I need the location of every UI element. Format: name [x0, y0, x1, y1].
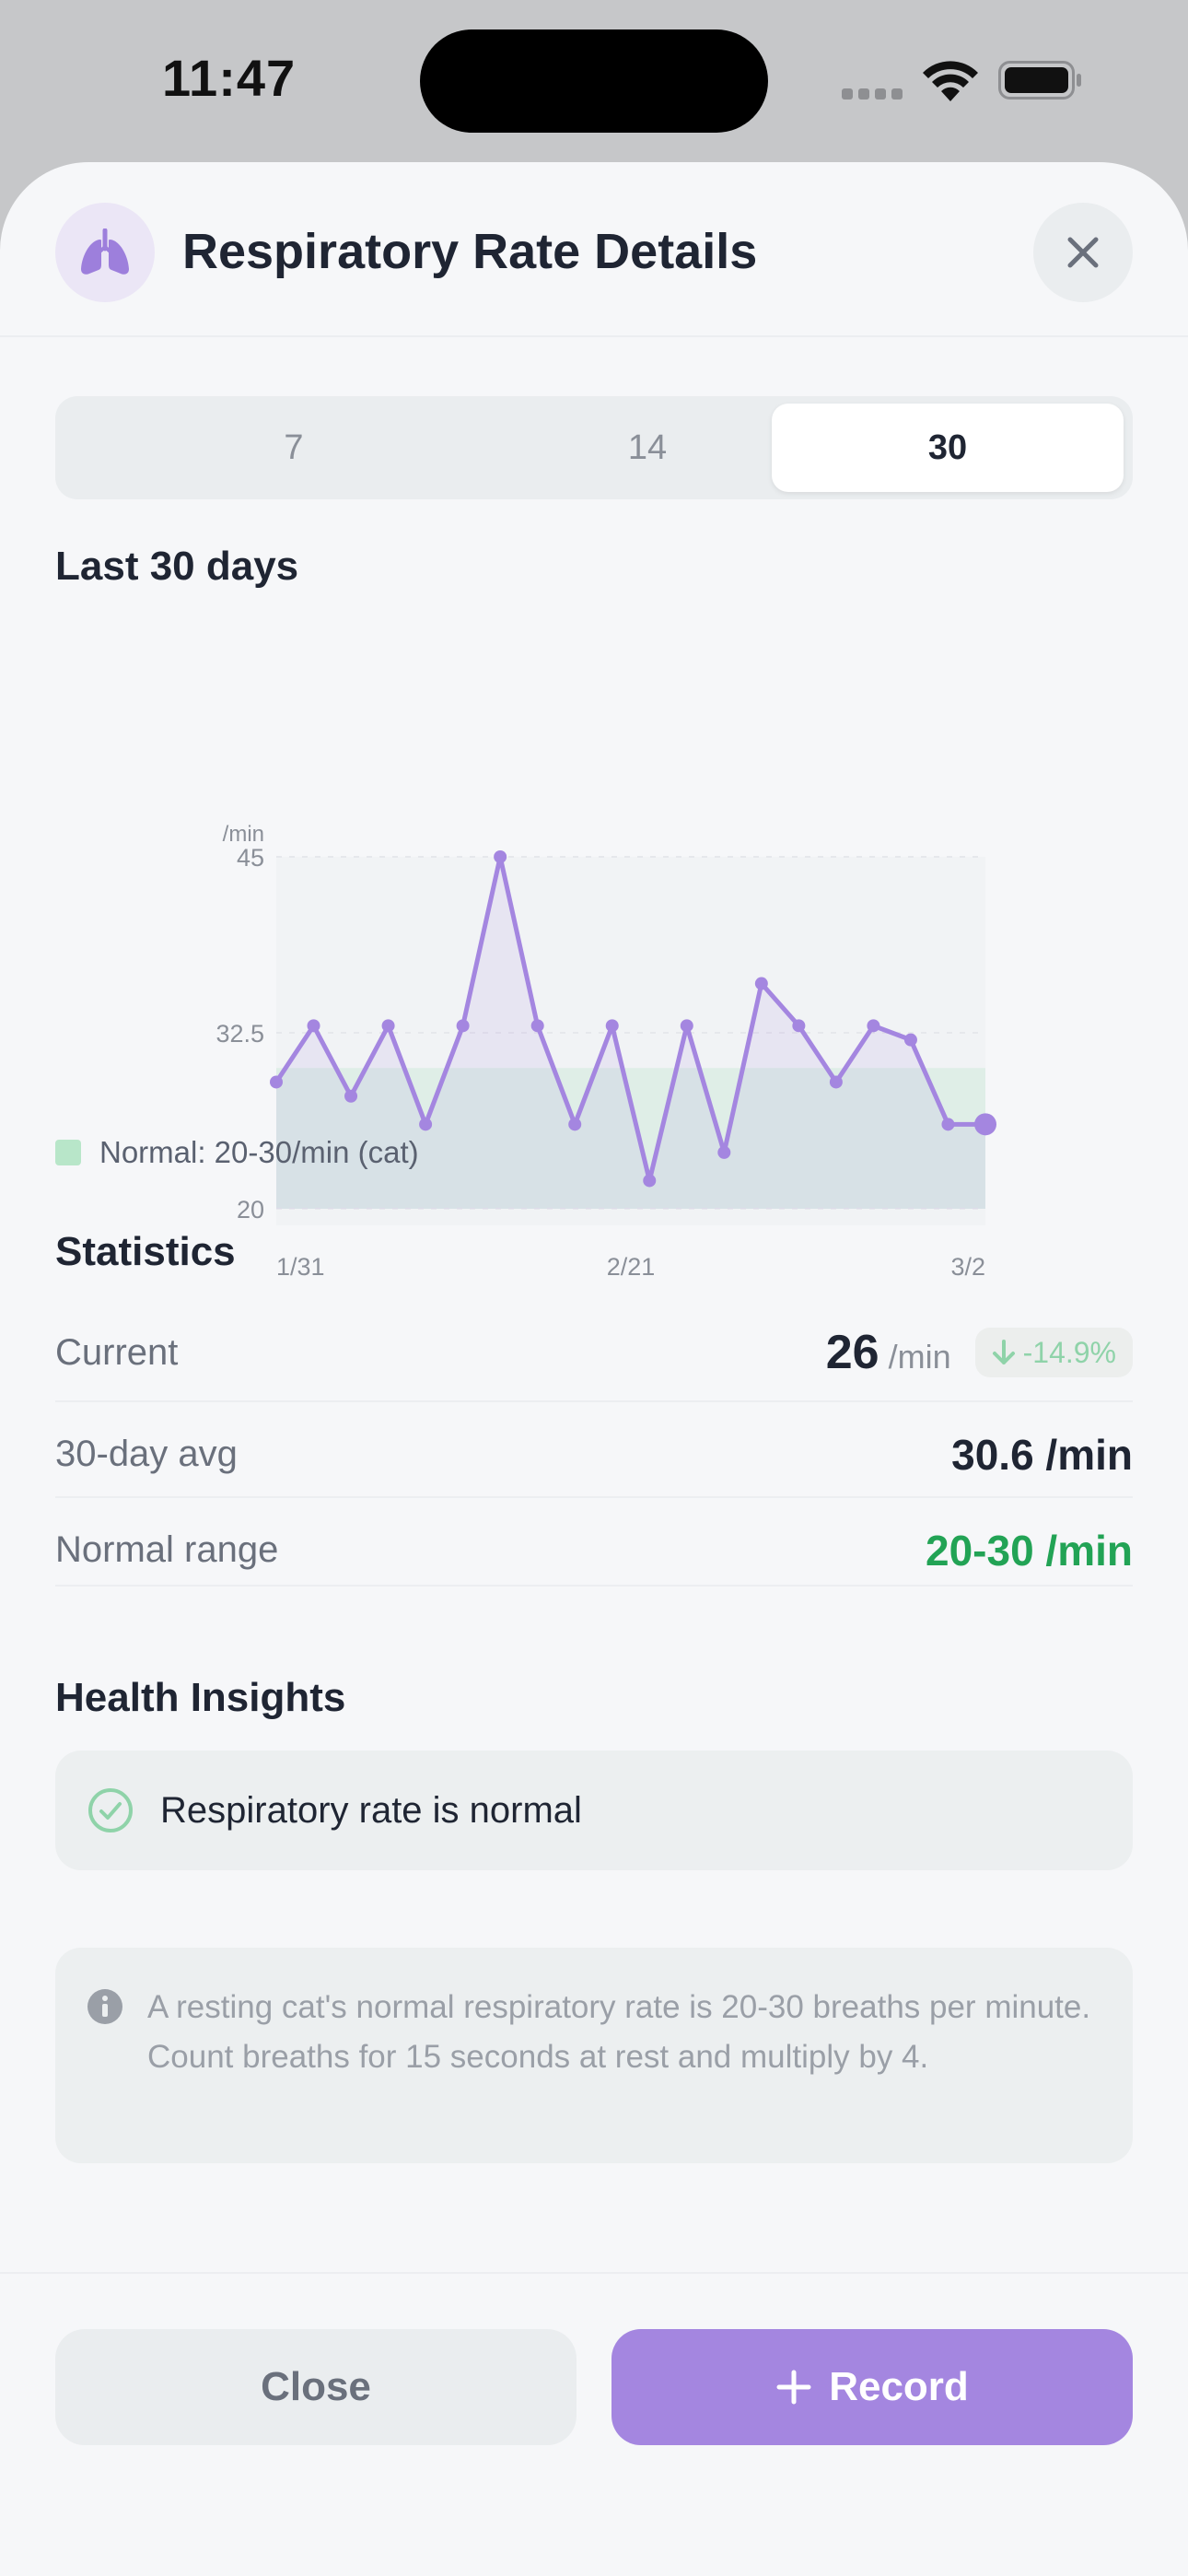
y-tick-label: 45 [237, 844, 264, 872]
range-option-14[interactable]: 14 [627, 427, 668, 467]
statistics-title: Statistics [55, 1229, 236, 1274]
status-bar: 11:47 [0, 0, 1188, 162]
data-point [717, 1145, 731, 1159]
data-point [456, 1019, 470, 1033]
data-point [680, 1019, 693, 1033]
status-time: 11:47 [162, 49, 297, 107]
stat-current-unit: /min [888, 1338, 951, 1376]
stat-row-normal: Normal range 20-30 /min [55, 1498, 1133, 1587]
y-tick-label: 32.5 [215, 1020, 264, 1048]
cellular-signal-icon [842, 88, 904, 100]
data-point [494, 850, 507, 863]
tip-card: A resting cat's normal respiratory rate … [55, 1948, 1133, 2163]
chart-title: Last 30 days [55, 544, 299, 589]
lungs-icon [55, 203, 155, 302]
line-chart: 45 32.5 20/min 1/31 2/21 3/2 [215, 822, 996, 1281]
data-point [344, 1089, 358, 1103]
stat-normal-value: 20-30 /min [926, 1527, 1133, 1575]
series-area [276, 857, 985, 1209]
plus-icon [776, 2370, 811, 2405]
data-point [754, 977, 768, 990]
stat-avg-value: 30.6 /min [951, 1431, 1133, 1479]
details-sheet: Respiratory Rate Details 7 14 30 Last 30… [0, 162, 1188, 2576]
data-point [419, 1118, 433, 1131]
sheet-title: Respiratory Rate Details [182, 224, 758, 279]
data-point [605, 1019, 619, 1033]
data-point [829, 1075, 843, 1089]
data-point [867, 1019, 880, 1033]
arrow-down-icon [992, 1340, 1015, 1364]
x-tick-label: 2/21 [607, 1253, 656, 1281]
data-point-latest [974, 1113, 996, 1136]
stat-row-current: Current 26 /min -14.9% [55, 1305, 1133, 1402]
respiratory-chart: 45 32.5 20/min 1/31 2/21 3/2 [0, 641, 1188, 1305]
y-tick-label: 20 [237, 1196, 264, 1224]
sheet-footer: Close Record [0, 2272, 1188, 2576]
close-icon-button[interactable] [1033, 203, 1133, 302]
x-tick-label: 1/31 [276, 1253, 325, 1281]
data-point [307, 1019, 320, 1033]
chart-legend: Normal: 20-30/min (cat) [55, 1135, 419, 1170]
insights-title: Health Insights [55, 1675, 346, 1720]
legend-swatch [55, 1140, 81, 1165]
stat-current-right: 26 /min -14.9% [826, 1325, 1133, 1380]
info-icon [87, 1989, 122, 2024]
x-tick-label: 3/2 [950, 1253, 985, 1281]
stat-current-label: Current [55, 1332, 179, 1373]
wifi-icon [923, 61, 978, 101]
sheet-header: Respiratory Rate Details [0, 162, 1188, 337]
dynamic-island [420, 29, 768, 133]
data-point [270, 1075, 283, 1089]
range-option-7[interactable]: 7 [284, 427, 304, 467]
range-option-30[interactable]: 30 [772, 404, 1124, 492]
change-value: -14.9% [1022, 1335, 1116, 1369]
record-label: Record [829, 2364, 969, 2409]
check-circle-icon [88, 1788, 133, 1832]
close-button[interactable]: Close [55, 2329, 577, 2445]
data-point [941, 1118, 955, 1131]
y-unit-label: /min [223, 822, 264, 847]
record-button[interactable]: Record [611, 2329, 1133, 2445]
close-icon [1067, 237, 1099, 268]
stat-row-avg: 30-day avg 30.6 /min [55, 1402, 1133, 1498]
range-selector: 7 14 30 [55, 396, 1133, 499]
data-point [792, 1019, 806, 1033]
legend-label: Normal: 20-30/min (cat) [99, 1135, 419, 1169]
battery-icon [998, 61, 1081, 100]
insight-card: Respiratory rate is normal [55, 1751, 1133, 1870]
series-line [274, 854, 985, 1183]
change-badge: -14.9% [974, 1328, 1133, 1377]
data-point [903, 1033, 917, 1047]
normal-range-band [276, 1068, 985, 1209]
stat-normal-label: Normal range [55, 1529, 279, 1570]
tip-text: A resting cat's normal respiratory rate … [147, 1989, 1091, 2075]
stat-avg-label: 30-day avg [55, 1434, 238, 1474]
insight-text: Respiratory rate is normal [160, 1789, 582, 1831]
data-point [381, 1019, 395, 1033]
data-point [568, 1118, 582, 1131]
data-point [530, 1019, 544, 1033]
data-point [643, 1174, 657, 1188]
stat-current-value: 26 [825, 1326, 879, 1379]
